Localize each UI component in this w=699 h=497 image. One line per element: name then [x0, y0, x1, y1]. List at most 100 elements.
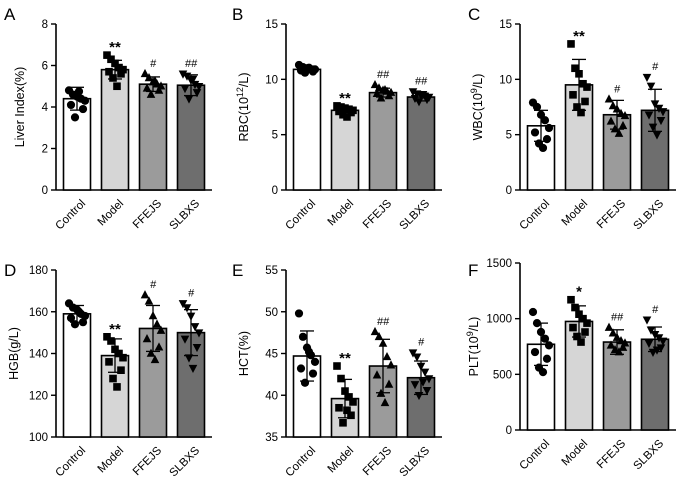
data-point [573, 103, 581, 111]
y-tick-label: 5 [506, 130, 512, 142]
x-tick-label: SLBXS [168, 444, 203, 479]
data-point [650, 330, 660, 340]
data-point [569, 91, 577, 99]
significance-mark: ** [573, 28, 585, 45]
data-point [569, 323, 577, 332]
significance-mark: ## [185, 58, 198, 70]
data-point [418, 90, 428, 100]
panel-letter: C [468, 5, 480, 24]
data-point [370, 79, 380, 89]
significance-mark: # [150, 279, 157, 291]
data-point [370, 326, 380, 336]
x-tick-label: FFEJS [361, 197, 395, 231]
y-tick-label: 10 [499, 74, 512, 86]
panel-letter: A [4, 5, 16, 24]
data-point [335, 403, 343, 412]
data-point [612, 332, 622, 341]
data-point [536, 327, 546, 337]
panel-f: F PLT(109/L) 0 500 1000 1500 Control * Model ## FF… [465, 258, 676, 472]
data-point [113, 383, 121, 391]
data-point [186, 312, 196, 321]
y-axis-label: PLT(109/L) [465, 317, 481, 377]
data-point [656, 116, 666, 126]
data-point [70, 113, 80, 122]
data-point [142, 83, 152, 92]
data-point [333, 362, 341, 370]
y-axis-label: HCT(%) [237, 331, 251, 376]
x-tick-label: SLBXS [398, 444, 433, 479]
data-point [194, 329, 204, 338]
data-point [66, 100, 76, 110]
x-tick-label: FFEJS [131, 197, 165, 231]
data-point [608, 100, 618, 110]
data-point [80, 311, 90, 321]
x-tick-label: Control [518, 438, 553, 473]
bar-ffejs [138, 83, 168, 191]
data-point [382, 351, 392, 361]
bar-control [62, 313, 92, 438]
data-point [614, 128, 624, 137]
data-point [345, 393, 353, 401]
data-point [618, 342, 628, 351]
significance-mark: ## [611, 312, 624, 324]
y-tick-label: 120 [29, 390, 48, 402]
y-tick-label: 0 [506, 185, 512, 197]
significance-mark: ## [377, 69, 390, 81]
data-point [109, 74, 117, 82]
bar-ffejs [602, 341, 632, 431]
data-point [378, 338, 388, 347]
data-point [577, 108, 585, 117]
data-point [420, 368, 430, 377]
data-point [408, 88, 418, 97]
x-tick-label: SLBXS [168, 197, 203, 232]
data-point [575, 310, 583, 319]
bar-model [330, 109, 360, 191]
data-point [341, 387, 349, 395]
data-point [103, 333, 111, 341]
panel-letter: D [4, 261, 16, 280]
data-point [376, 388, 386, 397]
x-tick-label: Model [326, 198, 357, 229]
data-point [142, 333, 152, 343]
data-point [581, 97, 589, 106]
data-point [579, 79, 587, 88]
y-tick-label: 100 [29, 432, 48, 444]
y-axis-label: HGB(g/L) [7, 327, 21, 380]
data-point [111, 345, 119, 354]
data-point [341, 104, 349, 112]
data-point [644, 111, 654, 120]
y-tick-label: 40 [265, 390, 278, 402]
data-point [146, 348, 156, 357]
x-tick-label: FFEJS [595, 197, 629, 231]
data-point [544, 341, 554, 350]
data-point [412, 353, 422, 362]
y-tick-label: 45 [265, 349, 278, 361]
data-point [115, 63, 123, 72]
x-tick-label: Model [560, 198, 591, 229]
data-point [544, 123, 554, 133]
data-point [528, 307, 538, 317]
data-point [376, 93, 386, 102]
data-point [646, 326, 656, 335]
data-point [194, 82, 204, 92]
data-point [300, 378, 310, 387]
y-tick-label: 0 [506, 425, 512, 437]
data-point [583, 319, 591, 327]
data-point [152, 319, 162, 328]
data-point [571, 303, 579, 312]
data-point [349, 398, 357, 406]
data-point [532, 102, 542, 112]
data-point [156, 325, 166, 334]
data-point [144, 296, 154, 305]
data-point [339, 110, 347, 119]
y-axis-label: Liver Index(%) [13, 67, 27, 148]
data-point [148, 311, 158, 320]
data-point [372, 370, 382, 379]
panel-letter: E [232, 261, 243, 280]
data-point [604, 94, 614, 103]
data-point [604, 322, 614, 331]
significance-mark: # [418, 337, 425, 349]
x-tick-label: Control [54, 445, 89, 480]
bar-slbxs [640, 109, 670, 191]
